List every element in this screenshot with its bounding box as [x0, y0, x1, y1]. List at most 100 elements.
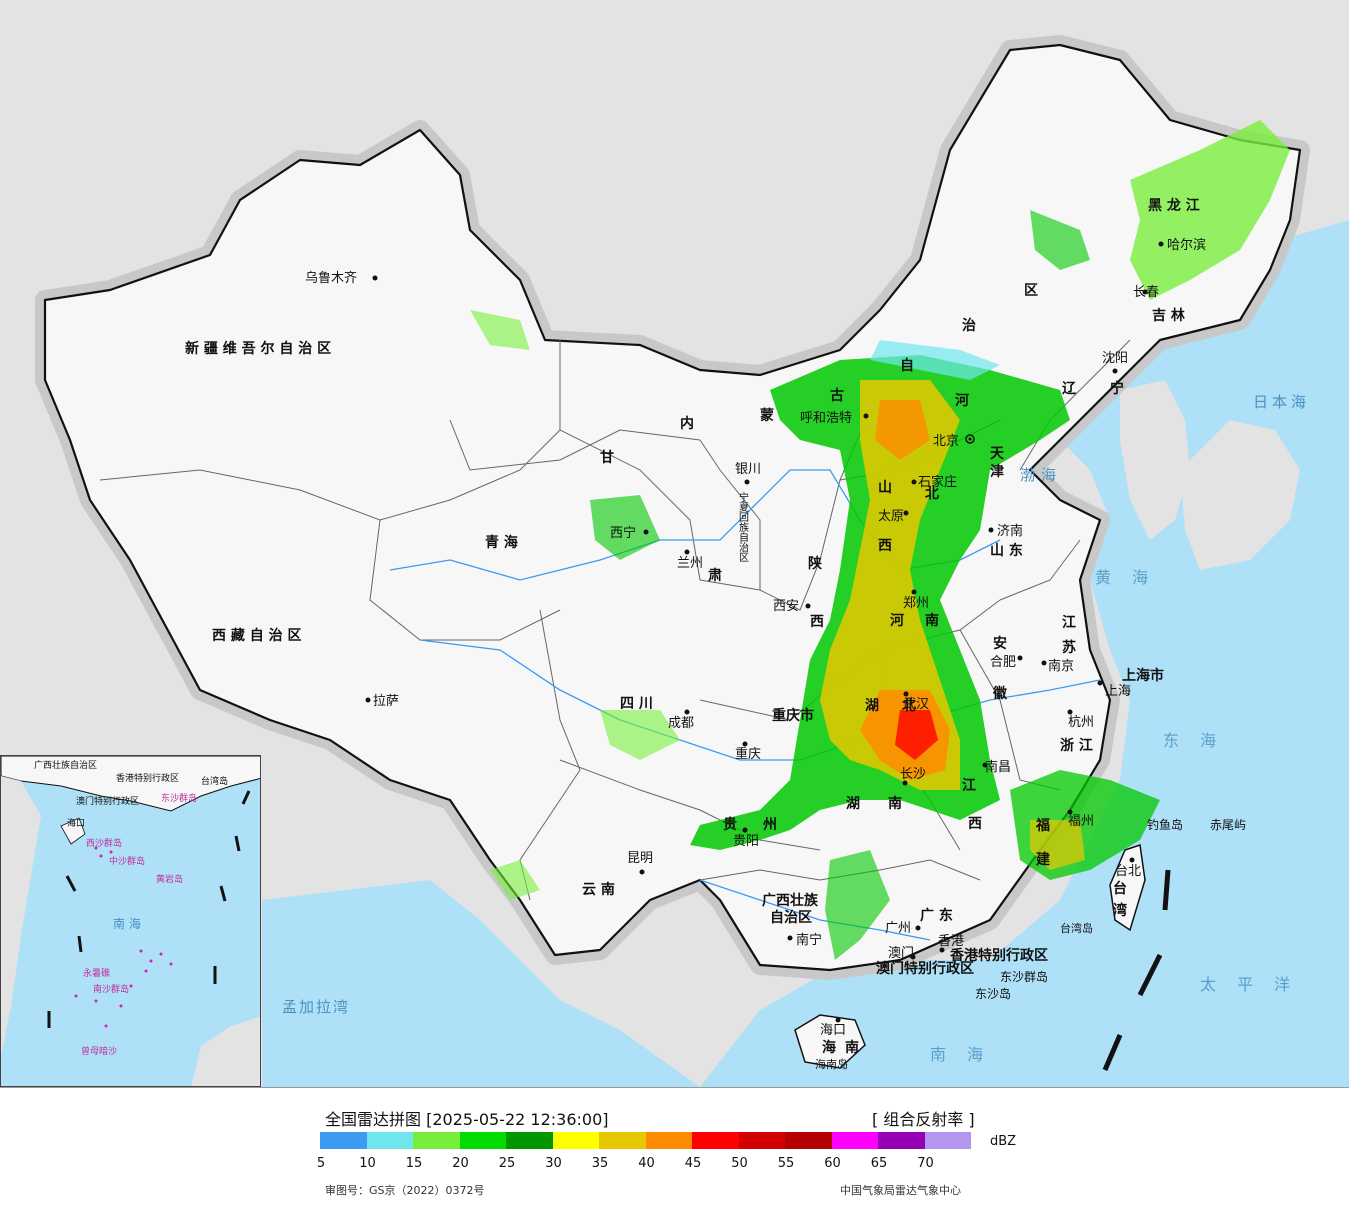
province-label: 浙 江	[1060, 737, 1093, 754]
sea-label: 南 海	[930, 1045, 991, 1064]
province-label: 苏	[1062, 639, 1076, 656]
city-label: 台北	[1115, 864, 1141, 879]
province-label: 四 川	[620, 696, 653, 712]
province-label: 台	[1113, 880, 1127, 897]
province-label: 西	[878, 538, 892, 554]
place-labels: 钓鱼岛 赤尾屿 东沙群岛 东沙岛 台湾岛 海南岛	[815, 817, 1246, 1071]
inset-label: 黄岩岛	[156, 873, 183, 885]
echo-yunnan	[490, 860, 540, 900]
province-label: 上海市	[1122, 667, 1164, 684]
sea-labels: 渤海 黄 海 东 海 南 海 太 平 洋 日本海 孟加拉湾	[282, 393, 1306, 1064]
radar-echoes	[470, 120, 1290, 960]
inset-label: 台湾岛	[201, 775, 228, 787]
city-label: 西安	[773, 599, 799, 614]
inset-label: 永暑礁	[83, 967, 110, 979]
color-scale-cell	[924, 1132, 971, 1149]
place-label: 东沙群岛	[1000, 969, 1048, 984]
province-label: 西	[810, 614, 824, 630]
province-label: 江	[1062, 614, 1076, 631]
korea-land	[1120, 380, 1190, 540]
color-scale-cell	[831, 1132, 878, 1149]
unit-label: dBZ	[990, 1134, 1017, 1149]
echo-band-yellow	[820, 380, 960, 790]
province-label: 天	[990, 446, 1005, 462]
color-scale-cell	[459, 1132, 506, 1149]
color-scale-bar	[320, 1132, 971, 1149]
color-scale-tick: 20	[452, 1156, 469, 1171]
color-scale-tick: 15	[405, 1156, 423, 1171]
echo-northeast-2	[1030, 210, 1090, 270]
color-scale-cell	[366, 1132, 413, 1149]
bay-of-bengal	[262, 880, 700, 1087]
city-label: 香港	[938, 934, 964, 949]
province-label: 海	[822, 1039, 836, 1056]
province-label: 云 南	[582, 881, 615, 898]
city-label: 兰州	[677, 556, 703, 571]
color-scale-cell	[878, 1132, 925, 1149]
city-label: 西宁	[610, 525, 636, 541]
city-label: 乌鲁木齐	[305, 270, 357, 286]
province-label: 治	[962, 317, 976, 334]
city-label: 南昌	[985, 759, 1011, 775]
province-label: 徽	[992, 685, 1008, 702]
sea-label: 渤海	[1020, 466, 1062, 484]
inset-label: 中沙群岛	[109, 855, 145, 867]
province-label: 安	[993, 635, 1007, 652]
inset-label: 西沙群岛	[86, 837, 122, 849]
province-label: 江	[962, 777, 976, 794]
province-label: 重庆市	[772, 707, 814, 724]
city-label: 郑州	[903, 596, 929, 611]
province-label: 自	[900, 357, 914, 374]
color-scale-tick: 10	[359, 1156, 376, 1171]
hainan-island	[794, 1014, 866, 1069]
province-label: 贵	[723, 816, 737, 833]
province-label: 北	[925, 486, 939, 502]
city-label: 昆明	[627, 851, 653, 866]
inset-label: 东沙群岛	[161, 792, 197, 804]
city-labels: 乌鲁木齐 拉萨 西宁 兰州 银川 呼和浩特 北京 太原 石家庄 济南 郑州 西安…	[305, 237, 1206, 1038]
province-label: 黑 龙 江	[1148, 197, 1200, 214]
echo-guangxi	[825, 850, 890, 960]
inset-label: 广西壮族自治区	[34, 759, 97, 771]
city-label: 重庆	[735, 746, 761, 762]
mosaic-title: 全国雷达拼图 [2025-05-22 12:36:00]	[325, 1110, 609, 1129]
product-name: [ 组合反射率 ]	[872, 1110, 975, 1129]
city-label: 南京	[1048, 658, 1074, 674]
echo-northeast	[1130, 120, 1290, 300]
city-dots	[365, 241, 1164, 1023]
color-scale-cell	[692, 1132, 739, 1149]
city-label: 合肥	[990, 655, 1016, 670]
color-scale-tick: 35	[591, 1156, 609, 1171]
city-label: 南宁	[796, 932, 822, 948]
province-label-ningxia: 宁夏回族自治区	[737, 491, 749, 562]
city-label: 拉萨	[373, 694, 399, 709]
color-scale-cell	[320, 1132, 367, 1149]
place-label: 海南岛	[815, 1057, 848, 1071]
province-label: 湖	[846, 796, 860, 812]
color-scale-tick: 45	[684, 1156, 702, 1171]
city-label: 长沙	[900, 767, 926, 782]
city-label: 石家庄	[918, 474, 957, 490]
color-scale-tick: 30	[545, 1156, 562, 1171]
province-label: 自治区	[770, 909, 812, 926]
province-label: 肃	[708, 567, 722, 584]
province-label: 香港特别行政区	[949, 947, 1048, 964]
color-scale-cell	[552, 1132, 599, 1149]
province-label: 津	[990, 463, 1004, 480]
place-label: 钓鱼岛	[1147, 817, 1183, 832]
echo-core-red	[895, 710, 938, 760]
province-label: 内	[680, 415, 694, 432]
color-scale-cell	[599, 1132, 646, 1149]
city-label: 上海	[1105, 684, 1131, 699]
color-scale-tick: 5	[316, 1156, 326, 1171]
city-label: 广州	[885, 921, 911, 936]
city-label: 银川	[735, 462, 761, 477]
province-label: 南	[845, 1039, 859, 1056]
color-scale-tick: 50	[731, 1156, 748, 1171]
echo-fujian	[1030, 820, 1085, 870]
color-scale-tick: 65	[870, 1156, 888, 1171]
city-label: 济南	[997, 523, 1023, 539]
japan-land	[1180, 420, 1300, 570]
province-label: 澳门特别行政区	[876, 960, 974, 977]
province-label: 州	[762, 817, 777, 833]
